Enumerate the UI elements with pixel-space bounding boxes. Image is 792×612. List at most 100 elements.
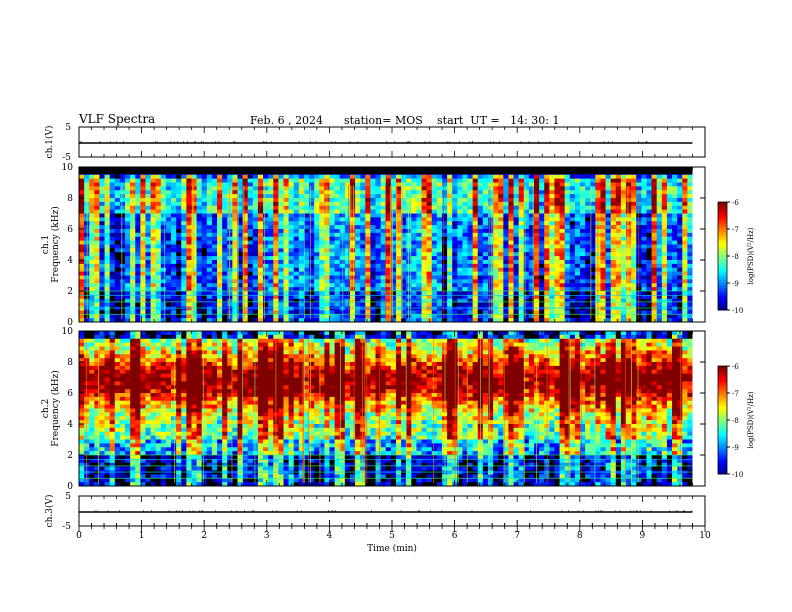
ch1-spectrogram-cell (140, 186, 146, 191)
ch1-spectrogram-cell (559, 287, 566, 292)
ch1-spectrogram-cell (89, 294, 95, 300)
ch1-spectrogram-cell (462, 267, 468, 273)
ch1-spectrogram-cell (309, 267, 315, 273)
ch1-spectrogram-cell (119, 248, 126, 253)
ch1-spectrogram-cell (247, 263, 254, 269)
ch1-spectrogram-cell (370, 275, 376, 280)
ch1-spectrogram-cell (447, 190, 453, 195)
ch1-spectrogram-cell (211, 182, 218, 187)
ch1-spectrogram-cell (109, 260, 116, 265)
ch1-spectrogram-cell (672, 271, 678, 276)
ch1-spectrogram-ytick-label: 6 (67, 225, 73, 235)
ch1-spectrogram-cell (186, 182, 192, 187)
ch1-spectrogram-cell (309, 306, 315, 311)
ch1-spectrogram-cell (401, 298, 407, 304)
ch1-spectrogram-cell (119, 260, 126, 265)
ch1-spectrogram-cell (661, 314, 668, 319)
ch1-spectrogram-cell (263, 190, 269, 195)
ch1-spectrogram-cell (503, 232, 509, 238)
ch1-spectrogram-cell (211, 318, 218, 323)
ch1-spectrogram-cell (165, 260, 172, 265)
ch1-spectrogram-cell (416, 279, 422, 284)
ch1-spectrogram-cell (564, 275, 571, 280)
ch1-spectrogram-cell (237, 271, 243, 276)
ch1-spectrogram-cell (360, 310, 366, 315)
ch1-spectrogram-cell (661, 283, 668, 288)
ch1-spectrogram-cell (395, 248, 402, 253)
ch1-spectrogram-cell (600, 244, 606, 249)
ch1-spectrogram-cell (626, 182, 632, 187)
ch1-spectrogram-cell (462, 178, 468, 183)
ch1-spectrogram-cell (672, 287, 678, 292)
ch1-spectrogram-cell (421, 244, 428, 249)
ch1-spectrogram-cell (533, 287, 540, 292)
ch1-spectrogram-cell (462, 213, 468, 218)
ch1-spectrogram-cell (416, 306, 422, 311)
ch1-spectrogram-cell (109, 232, 116, 238)
ch1-spectrogram-cell (631, 275, 637, 280)
ch1-spectrogram-cell (125, 221, 131, 226)
ch1-spectrogram-cell (441, 287, 448, 292)
ch1-spectrogram-cell (482, 294, 489, 300)
ch1-spectrogram-cell (620, 194, 627, 199)
ch1-spectrogram-cell (385, 225, 392, 230)
ch1-spectrogram-cell (401, 174, 407, 180)
ch1-spectrogram-cell (263, 221, 269, 226)
ch1-spectrogram-cell (533, 205, 540, 211)
ch1-spectrogram-cell (237, 190, 243, 195)
ch1-spectrogram-cell (528, 240, 535, 245)
ch1-spectrogram-cell (125, 283, 131, 288)
ch1-spectrogram-cell (585, 291, 591, 296)
ch1-spectrogram-cell (518, 217, 525, 222)
ch1-spectrogram-cell (508, 244, 514, 249)
ch1-spectrogram-cell (487, 310, 494, 315)
ch1-spectrogram-cell (503, 198, 509, 203)
ch1-spectrogram-cell (293, 302, 300, 307)
ch1-spectrogram-cell (441, 225, 448, 230)
ch1-spectrogram-cell (569, 221, 576, 226)
ch1-spectrogram-cell (641, 213, 647, 218)
ch1-spectrogram-colorbar-cell (718, 223, 727, 227)
ch1-spectrogram-cell (677, 240, 683, 245)
ch1-spectrogram-cell (150, 205, 157, 211)
ch1-spectrogram-cell (314, 298, 320, 304)
ch1-spectrogram-cell (554, 209, 560, 214)
ch1-spectrogram-cell (309, 174, 315, 180)
ch1-spectrogram-cell (380, 248, 387, 253)
ch1-spectrogram-cell (79, 190, 85, 195)
ch1-spectrogram-cell (544, 248, 550, 253)
ch1-spectrogram-cell (104, 263, 111, 269)
ch1-spectrogram-cell (155, 287, 162, 292)
ch1-spectrogram-cell (462, 240, 468, 245)
ch1-spectrogram-cell (334, 225, 341, 230)
ch1-spectrogram-cell (569, 271, 576, 276)
ch1-spectrogram-cell (487, 174, 494, 180)
ch1-spectrogram-cell (165, 256, 172, 261)
ch1-spectrogram-ytick-label: 4 (67, 256, 73, 266)
ch1-spectrogram-colorbar-cell (718, 242, 727, 246)
ch1-spectrogram-cell (217, 306, 223, 311)
ch1-spectrogram-cell (125, 244, 131, 249)
ch1-spectrogram-cell (487, 287, 494, 292)
ch1-spectrogram-cell (452, 190, 458, 195)
ch1-spectrogram-cell (513, 291, 520, 296)
ch1-spectrogram-cell (513, 279, 520, 284)
ch1-spectrogram-cell (574, 240, 581, 245)
ch1-spectrogram-cell (436, 244, 443, 249)
ch1-spectrogram-colorbar-cell (718, 237, 727, 241)
ch1-spectrogram-cell (411, 209, 417, 214)
ch1-spectrogram-cell (237, 229, 243, 234)
ch1-spectrogram-cell (590, 209, 596, 214)
ch1-spectrogram-cell (155, 291, 162, 296)
ch1-spectrogram-cell (447, 252, 453, 257)
ch1-spectrogram-cell (385, 291, 392, 296)
ch1-spectrogram-cell (493, 201, 499, 207)
ch1-spectrogram-cell (682, 287, 688, 292)
ch1-spectrogram-cell (411, 314, 417, 319)
ch1-spectrogram-cell (355, 248, 361, 253)
ch1-spectrogram-cell (585, 310, 591, 315)
ch1-spectrogram-cell (303, 178, 310, 183)
ch1-spectrogram-cell (196, 256, 203, 261)
ch1-spectrogram-cell (580, 244, 586, 249)
ch1-spectrogram-cell (472, 275, 479, 280)
